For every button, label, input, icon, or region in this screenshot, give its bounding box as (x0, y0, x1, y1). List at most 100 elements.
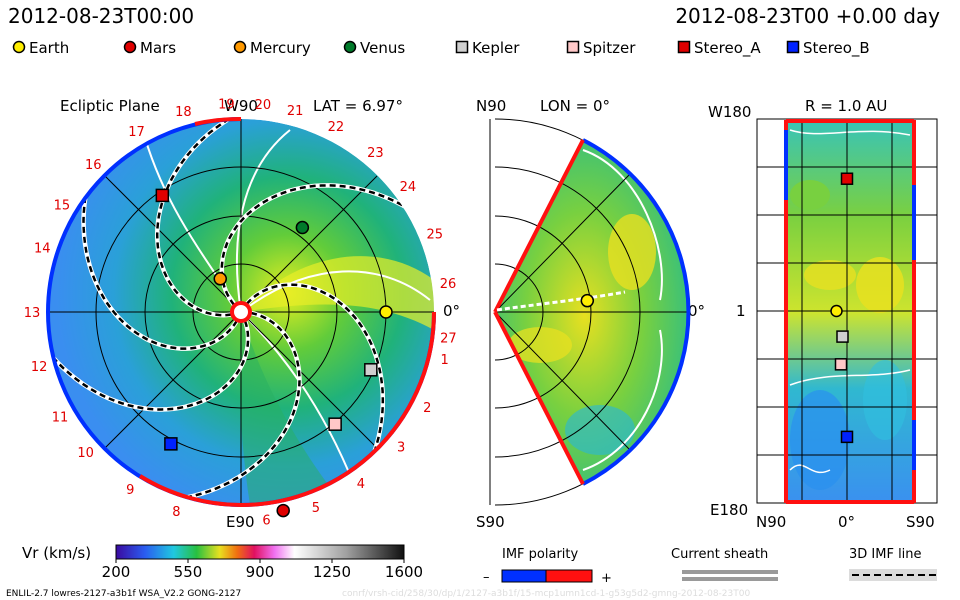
imf-polarity-label: IMF polarity (502, 547, 578, 562)
legend-earth-marker (12, 40, 26, 54)
meridional-right-label: 0° (688, 302, 705, 320)
legend-kepler-marker (455, 40, 469, 54)
carrington-tick-5: 5 (312, 501, 320, 516)
carrington-tick-11: 11 (52, 411, 69, 426)
carrington-tick-12: 12 (31, 360, 48, 375)
meridional-bottom-label: S90 (476, 513, 505, 531)
carrington-tick-16: 16 (85, 158, 102, 173)
current-sheet-spiral (245, 283, 385, 462)
legend-label-mars: Mars (140, 39, 176, 57)
sphere-mid-left-label: 1 (736, 302, 746, 320)
current-sheet-spiral (82, 187, 238, 350)
ecliptic-stereo-a-marker (155, 188, 170, 203)
ecliptic-mercury-marker (213, 272, 228, 286)
carrington-tick-14: 14 (34, 241, 51, 256)
carrington-tick-23: 23 (367, 146, 384, 161)
ecliptic-mars-marker (276, 503, 290, 518)
carrington-tick-3: 3 (397, 440, 405, 455)
carrington-tick-9: 9 (126, 483, 134, 498)
current-sheath-legend: Current sheath (671, 547, 778, 581)
carrington-tick-6: 6 (262, 513, 270, 528)
imf-line-label: 3D IMF line (849, 547, 922, 562)
legend-spitzer-marker (566, 40, 580, 54)
sphere-spitzer-marker (834, 358, 848, 371)
sphere-panel: R = 1.0 AU W180 1 E180 N90 0° S90 (708, 97, 938, 531)
carrington-tick-4: 4 (357, 477, 365, 492)
current-sheet-spiral (155, 119, 238, 317)
legend-label-venus: Venus (360, 39, 405, 57)
ecliptic-kepler-marker (364, 363, 378, 377)
legend-label-earth: Earth (29, 39, 69, 57)
legend-label-spitzer: Spitzer (583, 39, 636, 57)
current-sheet-spiral (48, 320, 250, 411)
sphere-kepler-marker (836, 330, 849, 343)
carrington-tick-15: 15 (54, 198, 71, 213)
current-sheath-label: Current sheath (671, 547, 768, 562)
ecliptic-bottom-label: E90 (226, 513, 255, 531)
carrington-tick-17: 17 (128, 125, 145, 140)
carrington-tick-1: 1 (441, 353, 449, 368)
carrington-tick-24: 24 (400, 180, 417, 195)
sphere-stereo-b-marker (840, 430, 854, 444)
ecliptic-stereo-b-marker (164, 437, 178, 451)
imf-positive-swatch (545, 569, 593, 583)
colorbar-tick-1250: 1250 (313, 563, 351, 581)
colorbar-tick-550: 550 (174, 563, 203, 581)
spacecraft-legend: Earth Mars Mercury Venus Kepler Spitzer Stereo… (12, 39, 870, 58)
carrington-tick-27: 27 (440, 331, 457, 346)
colorbar-gradient (115, 544, 405, 560)
carrington-tick-19: 19 (218, 98, 235, 113)
ecliptic-venus-marker (295, 220, 310, 235)
colorbar-tick-900: 900 (246, 563, 275, 581)
imf-minus: – (483, 570, 490, 585)
sphere-stereo-a-marker (840, 172, 854, 185)
imf-plus: + (601, 571, 612, 586)
colorbar-label: Vr (km/s) (22, 544, 91, 562)
timestamp-left: 2012-08-23T00:00 (8, 4, 194, 28)
run-watermark: conrf/vrsh-cid/258/30/dp/1/2127-a3b1f/15… (342, 589, 750, 599)
carrington-tick-8: 8 (172, 505, 180, 520)
imf-polarity-legend: IMF polarity – + (483, 547, 612, 586)
ecliptic-title: Ecliptic Plane (60, 97, 160, 115)
legend-label-stereo-a: Stereo_A (694, 39, 761, 58)
meridional-panel: N90 LON = 0° S90 0° (476, 97, 705, 531)
sphere-top-left-label: W180 (708, 103, 751, 121)
model-info: ENLIL-2.7 lowres-2127-a3b1f WSA_V2.2 GON… (6, 589, 241, 599)
colorbar-tick-1600: 1600 (385, 563, 423, 581)
current-sheet-spiral (176, 311, 301, 501)
carrington-tick-26: 26 (440, 277, 457, 292)
ecliptic-spitzer-marker (328, 417, 342, 431)
legend-stereo-b-marker (786, 40, 800, 54)
colorbar-tick-200: 200 (102, 563, 131, 581)
ecliptic-lat-label: LAT = 6.97° (313, 97, 403, 115)
sphere-axis-s90: S90 (906, 513, 935, 531)
vr-colorbar: Vr (km/s) 200 550 900 1250 1600 (22, 544, 423, 581)
legend-mars-marker (123, 40, 137, 54)
legend-mercury-marker (233, 40, 247, 54)
sphere-r-label: R = 1.0 AU (805, 97, 887, 115)
legend-label-stereo-b: Stereo_B (803, 39, 870, 58)
carrington-tick-18: 18 (175, 105, 192, 120)
timestamp-right: 2012-08-23T00 +0.00 day (675, 4, 940, 28)
carrington-tick-20: 20 (255, 98, 272, 113)
sphere-axis-0: 0° (838, 513, 855, 531)
meridional-top-label: N90 (476, 97, 506, 115)
ecliptic-earth-marker (379, 305, 393, 319)
ecliptic-panel: Ecliptic Plane W90 LAT = 6.97° E90 0° (24, 97, 460, 531)
imf-negative-swatch (501, 569, 547, 583)
carrington-tick-25: 25 (427, 228, 444, 243)
legend-venus-marker (343, 40, 357, 54)
carrington-tick-22: 22 (328, 120, 345, 135)
ecliptic-top-label: W90 (224, 97, 258, 115)
imf-line-legend: 3D IMF line (849, 547, 937, 581)
meridional-earth-marker (580, 293, 595, 308)
legend-stereo-a-marker (677, 40, 691, 54)
carrington-tick-21: 21 (287, 104, 304, 119)
carrington-tick-10: 10 (77, 446, 94, 461)
meridional-lon-label: LON = 0° (540, 97, 610, 115)
sphere-axis-n90: N90 (756, 513, 786, 531)
carrington-tick-13: 13 (24, 306, 41, 321)
sphere-earth-marker (830, 304, 843, 318)
carrington-tick-2: 2 (423, 401, 431, 416)
